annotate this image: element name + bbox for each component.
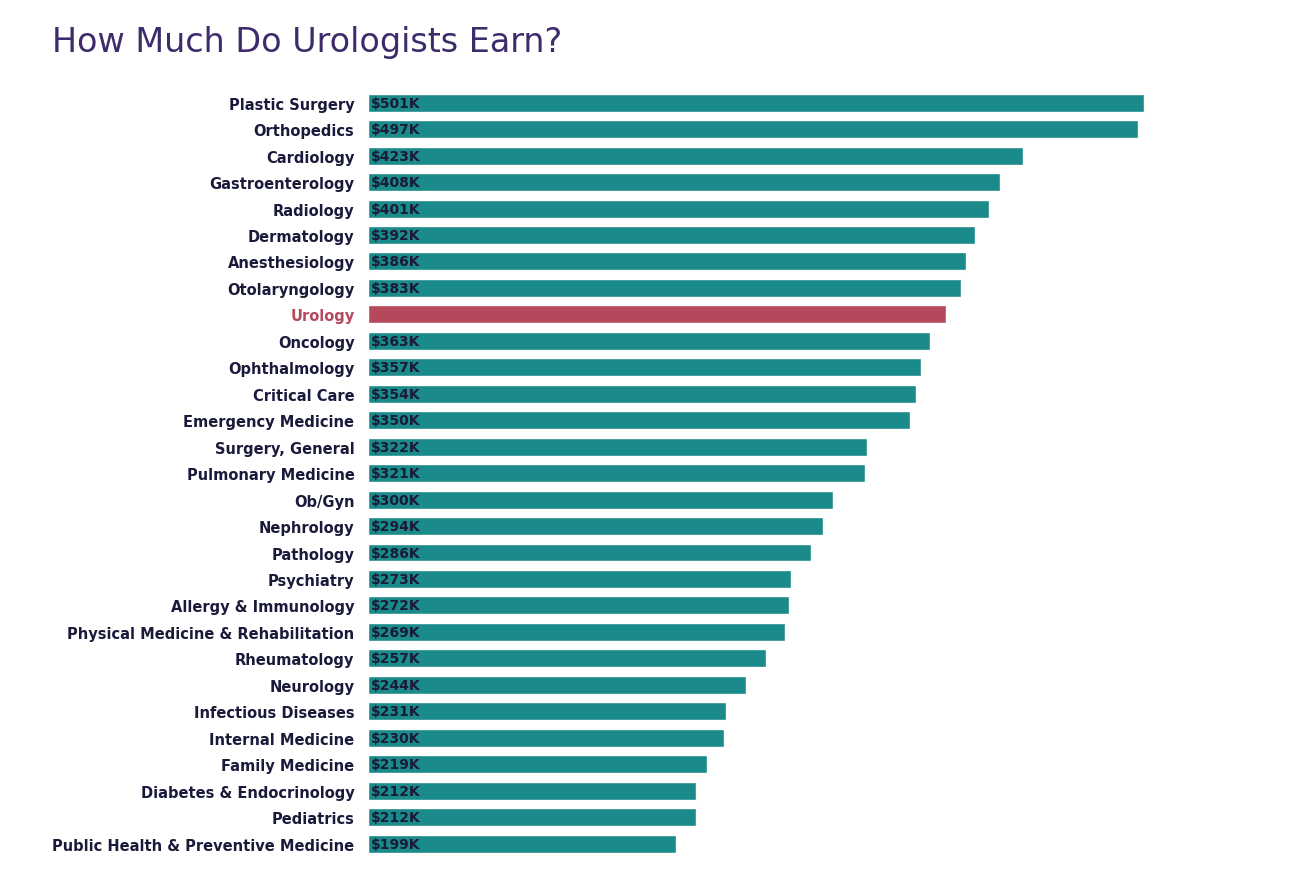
Bar xyxy=(368,755,707,774)
Bar xyxy=(368,253,966,271)
Bar xyxy=(368,200,989,218)
Bar xyxy=(368,227,975,245)
Bar xyxy=(368,729,724,747)
Text: $423K: $423K xyxy=(370,149,421,163)
Text: $230K: $230K xyxy=(370,731,421,745)
Text: $401K: $401K xyxy=(370,203,421,217)
Bar xyxy=(368,624,784,641)
Text: $244K: $244K xyxy=(370,678,421,692)
Text: $373K: $373K xyxy=(370,308,421,322)
Bar xyxy=(368,650,766,667)
Text: $286K: $286K xyxy=(370,545,421,560)
Text: $501K: $501K xyxy=(370,96,421,111)
Text: $408K: $408K xyxy=(370,176,421,189)
Text: $354K: $354K xyxy=(370,388,421,402)
Bar xyxy=(368,121,1138,139)
Text: $350K: $350K xyxy=(370,414,421,428)
Text: $392K: $392K xyxy=(370,229,421,243)
Text: $497K: $497K xyxy=(370,123,421,137)
Bar xyxy=(368,147,1023,166)
Bar xyxy=(368,280,961,297)
Bar xyxy=(368,702,726,720)
Text: $322K: $322K xyxy=(370,440,421,454)
Text: $386K: $386K xyxy=(370,255,421,269)
Text: $294K: $294K xyxy=(370,519,421,533)
Text: $199K: $199K xyxy=(370,837,421,851)
Bar xyxy=(368,95,1144,112)
Bar xyxy=(368,491,833,509)
Bar xyxy=(368,835,676,852)
Text: $272K: $272K xyxy=(370,599,421,613)
Bar xyxy=(368,385,916,403)
Bar xyxy=(368,676,746,694)
Text: $257K: $257K xyxy=(370,652,421,666)
Text: $357K: $357K xyxy=(370,360,421,374)
Bar xyxy=(368,809,697,826)
Bar xyxy=(368,781,697,800)
Bar xyxy=(368,544,811,562)
Text: $219K: $219K xyxy=(370,758,421,771)
Bar xyxy=(368,570,791,588)
Text: $273K: $273K xyxy=(370,573,421,587)
Text: $383K: $383K xyxy=(370,282,421,296)
Text: $321K: $321K xyxy=(370,467,421,481)
Bar xyxy=(368,517,823,536)
Text: $363K: $363K xyxy=(370,334,421,348)
Bar xyxy=(368,359,921,377)
Bar xyxy=(368,332,930,351)
Bar xyxy=(368,174,1000,192)
Bar xyxy=(368,306,946,324)
Bar xyxy=(368,438,867,456)
Text: How Much Do Urologists Earn?: How Much Do Urologists Earn? xyxy=(52,26,562,60)
Text: $231K: $231K xyxy=(370,704,421,718)
Text: $300K: $300K xyxy=(370,493,421,507)
Text: $212K: $212K xyxy=(370,810,421,824)
Text: $212K: $212K xyxy=(370,784,421,798)
Text: $269K: $269K xyxy=(370,625,421,639)
Bar xyxy=(368,465,866,482)
Bar xyxy=(368,596,789,615)
Bar xyxy=(368,411,911,430)
